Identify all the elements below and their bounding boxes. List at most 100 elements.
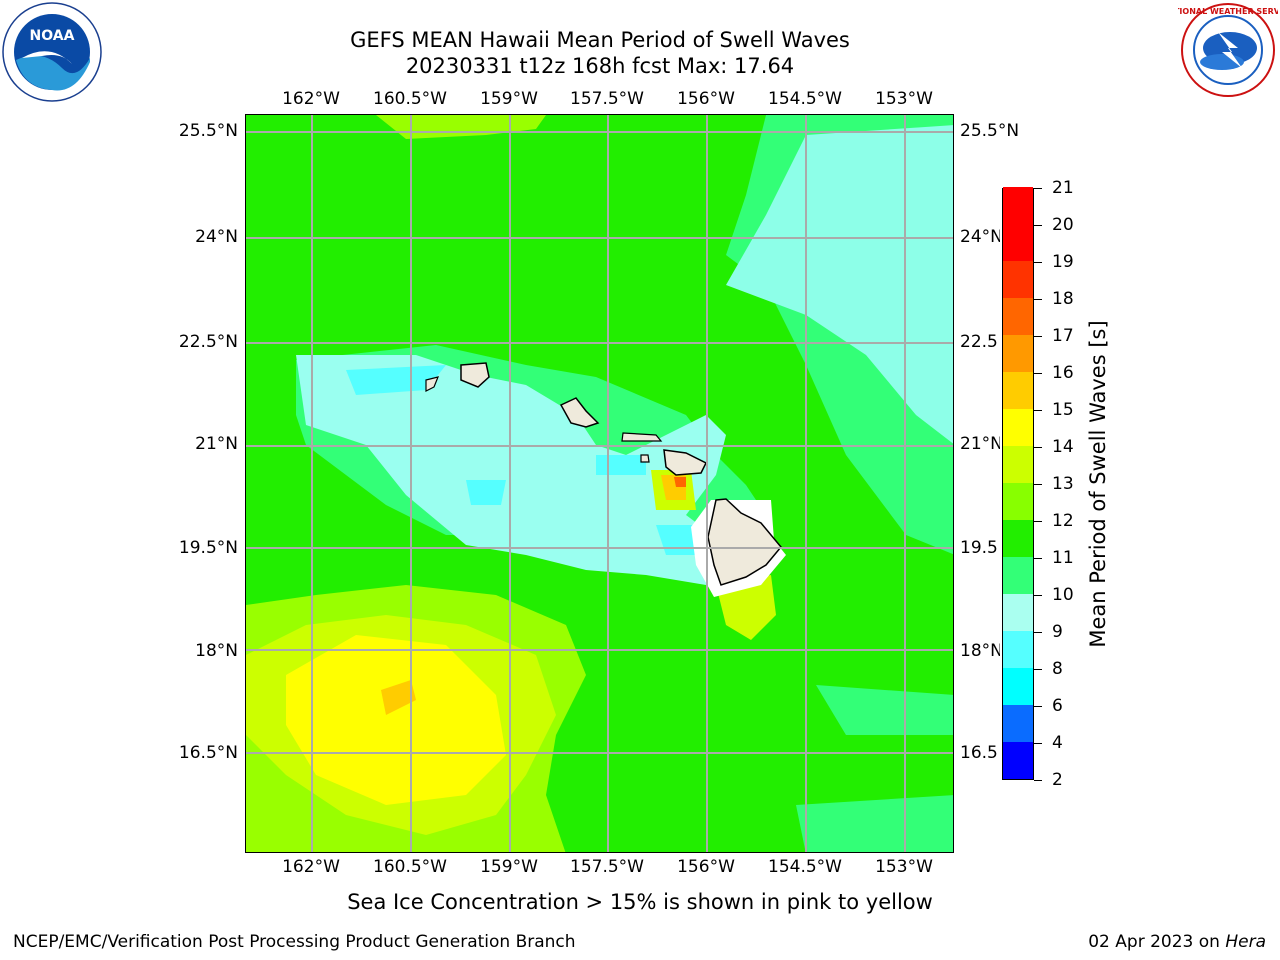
lon-tick-bottom: 154.5°W bbox=[768, 857, 842, 877]
lat-tick-right: 16.5 bbox=[960, 743, 998, 763]
colorbar-segment bbox=[1003, 445, 1033, 483]
colorbar-segment bbox=[1003, 223, 1033, 261]
map-gridlines bbox=[246, 115, 953, 852]
island-molokai bbox=[621, 432, 663, 442]
colorbar-tick-label: 12 bbox=[1052, 511, 1074, 531]
noaa-logo-text: NOAA bbox=[30, 28, 75, 44]
colorbar bbox=[1002, 186, 1034, 780]
colorbar-tick bbox=[1034, 373, 1042, 374]
nws-logo-icon: NATIONAL WEATHER SERVICE bbox=[1178, 3, 1278, 97]
colorbar-tick-label: 10 bbox=[1052, 585, 1074, 605]
colorbar-tick bbox=[1034, 595, 1042, 596]
colorbar-tick-label: 16 bbox=[1052, 363, 1074, 383]
colorbar-segment bbox=[1003, 519, 1033, 557]
lon-tick-bottom: 156°W bbox=[677, 857, 735, 877]
colorbar-segment bbox=[1003, 556, 1033, 594]
colorbar-title: Mean Period of Swell Waves [s] bbox=[1086, 320, 1110, 648]
colorbar-tick bbox=[1034, 225, 1042, 226]
colorbar-segment bbox=[1003, 186, 1033, 224]
noaa-logo-icon: NOAA bbox=[2, 2, 102, 102]
lon-tick-top: 156°W bbox=[677, 89, 735, 109]
footer-host: Hera bbox=[1225, 932, 1266, 952]
lon-tick-top: 153°W bbox=[875, 89, 933, 109]
colorbar-segment bbox=[1003, 408, 1033, 446]
colorbar-tick bbox=[1034, 410, 1042, 411]
lon-tick-top: 160.5°W bbox=[373, 89, 447, 109]
colorbar-segment bbox=[1003, 704, 1033, 742]
colorbar-tick bbox=[1034, 743, 1042, 744]
lon-tick-bottom: 157.5°W bbox=[570, 857, 644, 877]
sea-ice-note: Sea Ice Concentration > 15% is shown in … bbox=[347, 890, 933, 914]
lon-tick-bottom: 162°W bbox=[282, 857, 340, 877]
chart-title: GEFS MEAN Hawaii Mean Period of Swell Wa… bbox=[350, 28, 850, 52]
island-maui bbox=[663, 449, 708, 476]
colorbar-tick-label: 4 bbox=[1052, 733, 1063, 753]
lat-tick-left: 22.5°N bbox=[178, 332, 238, 352]
colorbar-tick bbox=[1034, 780, 1042, 781]
lat-tick-left: 24°N bbox=[195, 227, 238, 247]
lat-tick-left: 25.5°N bbox=[178, 121, 238, 141]
swell-period-map bbox=[245, 114, 954, 853]
colorbar-tick bbox=[1034, 484, 1042, 485]
colorbar-segment bbox=[1003, 667, 1033, 705]
lon-tick-bottom: 153°W bbox=[875, 857, 933, 877]
colorbar-segment bbox=[1003, 371, 1033, 409]
colorbar-segment bbox=[1003, 260, 1033, 298]
lat-tick-left: 19.5°N bbox=[178, 538, 238, 558]
lon-tick-bottom: 160.5°W bbox=[373, 857, 447, 877]
lat-tick-left: 18°N bbox=[195, 641, 238, 661]
colorbar-tick bbox=[1034, 336, 1042, 337]
colorbar-segment bbox=[1003, 630, 1033, 668]
colorbar-tick-label: 8 bbox=[1052, 659, 1063, 679]
chart-subtitle: 20230331 t12z 168h fcst Max: 17.64 bbox=[405, 54, 795, 78]
colorbar-tick bbox=[1034, 632, 1042, 633]
lon-tick-top: 157.5°W bbox=[570, 89, 644, 109]
lat-tick-right: 22.5 bbox=[960, 332, 998, 352]
nws-logo-text: NATIONAL WEATHER SERVICE bbox=[1178, 7, 1278, 16]
footer-credit: NCEP/EMC/Verification Post Processing Pr… bbox=[13, 932, 576, 952]
colorbar-tick-label: 20 bbox=[1052, 215, 1074, 235]
lon-tick-top: 162°W bbox=[282, 89, 340, 109]
colorbar-tick bbox=[1034, 262, 1042, 263]
colorbar-tick bbox=[1034, 669, 1042, 670]
footer-date: 02 Apr 2023 on Hera bbox=[1088, 932, 1266, 952]
lat-tick-right: 18°N bbox=[960, 641, 1000, 661]
colorbar-tick bbox=[1034, 447, 1042, 448]
lat-tick-right: 19.5 bbox=[960, 538, 998, 558]
island-oahu bbox=[559, 397, 600, 428]
colorbar-tick bbox=[1034, 558, 1042, 559]
lat-tick-right: 21°N bbox=[960, 434, 1000, 454]
colorbar-tick-label: 19 bbox=[1052, 252, 1074, 272]
island-niihau bbox=[425, 376, 439, 392]
island-lanai bbox=[640, 454, 650, 463]
colorbar-tick bbox=[1034, 706, 1042, 707]
lat-tick-right: 24°N bbox=[960, 227, 1000, 247]
colorbar-tick-label: 15 bbox=[1052, 400, 1074, 420]
lon-tick-top: 154.5°W bbox=[768, 89, 842, 109]
lat-tick-left: 16.5°N bbox=[178, 743, 238, 763]
colorbar-segment bbox=[1003, 482, 1033, 520]
lat-tick-left: 21°N bbox=[195, 434, 238, 454]
map-svg bbox=[246, 115, 953, 852]
footer-date-text: 02 Apr 2023 on bbox=[1088, 932, 1226, 952]
colorbar-tick-label: 2 bbox=[1052, 770, 1063, 790]
colorbar-tick-label: 14 bbox=[1052, 437, 1074, 457]
colorbar-segment bbox=[1003, 334, 1033, 372]
colorbar-tick-label: 21 bbox=[1052, 178, 1074, 198]
island-hawaii bbox=[707, 498, 782, 586]
colorbar-segment bbox=[1003, 741, 1033, 779]
colorbar-tick-label: 13 bbox=[1052, 474, 1074, 494]
colorbar-segment bbox=[1003, 297, 1033, 335]
colorbar-tick bbox=[1034, 188, 1042, 189]
colorbar-tick bbox=[1034, 521, 1042, 522]
colorbar-tick-label: 6 bbox=[1052, 696, 1063, 716]
colorbar-tick-label: 17 bbox=[1052, 326, 1074, 346]
colorbar-segment bbox=[1003, 593, 1033, 631]
island-kauai bbox=[460, 362, 490, 388]
lat-tick-right: 25.5°N bbox=[960, 121, 1020, 141]
colorbar-tick-label: 18 bbox=[1052, 289, 1074, 309]
colorbar-tick-label: 11 bbox=[1052, 548, 1074, 568]
lon-tick-bottom: 159°W bbox=[480, 857, 538, 877]
lon-tick-top: 159°W bbox=[480, 89, 538, 109]
colorbar-tick bbox=[1034, 299, 1042, 300]
